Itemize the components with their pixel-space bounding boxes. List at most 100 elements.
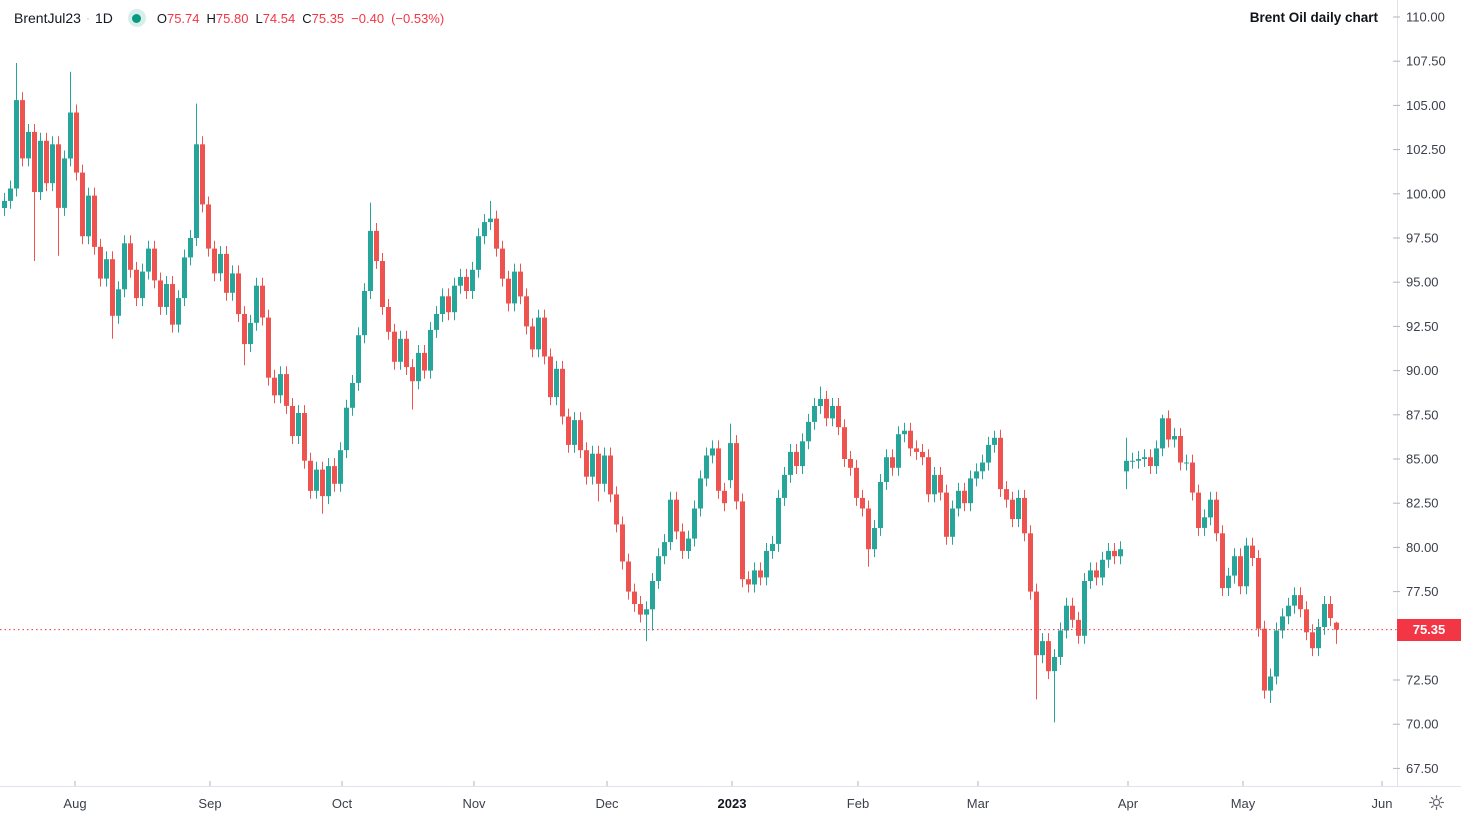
candle	[902, 422, 907, 443]
market-status-dot	[132, 13, 142, 23]
candle	[1088, 562, 1093, 589]
candle	[1328, 596, 1333, 627]
candle	[1058, 622, 1063, 665]
price-tick-label[interactable]: 85.00	[1406, 452, 1439, 467]
candle	[284, 366, 289, 414]
candle	[1268, 668, 1273, 703]
candle	[86, 187, 91, 245]
candle	[962, 482, 967, 512]
candle	[1028, 525, 1033, 600]
candle	[1304, 601, 1309, 641]
time-tick-label[interactable]: Nov	[462, 796, 486, 811]
candle	[1094, 562, 1099, 586]
candle	[908, 422, 913, 457]
candle	[116, 281, 121, 324]
time-tick-label[interactable]: Oct	[332, 796, 353, 811]
price-tick-label[interactable]: 102.50	[1406, 142, 1446, 157]
candle	[374, 223, 379, 269]
time-tick-label[interactable]: Mar	[967, 796, 990, 811]
time-tick-label[interactable]: Aug	[63, 796, 86, 811]
candle	[350, 375, 355, 416]
low-value: 74.54	[262, 10, 296, 26]
candle	[680, 523, 685, 559]
price-tick-label[interactable]: 105.00	[1406, 98, 1446, 113]
candle	[494, 210, 499, 257]
candle	[1262, 620, 1267, 699]
candle	[1124, 437, 1129, 490]
candle	[134, 261, 139, 307]
price-tick-label[interactable]: 67.50	[1406, 761, 1439, 776]
candle	[776, 489, 781, 552]
candle	[548, 348, 553, 406]
candle	[956, 482, 961, 517]
candle	[842, 419, 847, 467]
symbol-name[interactable]: BrentJul23	[14, 10, 81, 26]
candle	[656, 548, 661, 589]
price-tick-label[interactable]: 77.50	[1406, 584, 1439, 599]
price-tick-label[interactable]: 95.00	[1406, 275, 1439, 290]
candle	[320, 461, 325, 514]
candle	[638, 596, 643, 623]
candle	[950, 500, 955, 545]
candle	[782, 467, 787, 506]
candle	[572, 412, 577, 453]
candle	[1172, 428, 1177, 448]
candle	[698, 470, 703, 517]
price-tick-label[interactable]: 92.50	[1406, 319, 1439, 334]
price-tick-label[interactable]: 87.50	[1406, 407, 1439, 422]
interval-label[interactable]: 1D	[94, 10, 113, 26]
time-tick-label[interactable]: Apr	[1118, 796, 1139, 811]
candle	[518, 263, 523, 305]
price-tick-label[interactable]: 82.50	[1406, 496, 1439, 511]
candle	[1226, 567, 1231, 596]
chart-title: Brent Oil daily chart	[1249, 10, 1378, 25]
candle	[1334, 621, 1339, 644]
candle	[824, 390, 829, 427]
candle	[266, 309, 271, 386]
candle	[812, 398, 817, 430]
candle	[422, 345, 427, 379]
candle	[974, 463, 979, 487]
candle	[1046, 633, 1051, 680]
candle	[608, 447, 613, 503]
price-tick-label[interactable]: 90.00	[1406, 363, 1439, 378]
price-tick-label[interactable]: 80.00	[1406, 540, 1439, 555]
candle	[596, 445, 601, 502]
legend-separator: ·	[85, 11, 90, 25]
candle	[260, 277, 265, 326]
candle	[854, 459, 859, 506]
candle	[968, 470, 973, 512]
candle	[290, 398, 295, 444]
price-tick-label[interactable]: 100.00	[1406, 186, 1446, 201]
time-tick-label[interactable]: Sep	[198, 796, 221, 811]
market-status-icon[interactable]	[127, 9, 146, 27]
candle	[722, 482, 727, 512]
candle	[110, 251, 115, 339]
candle	[728, 423, 733, 489]
time-tick-label[interactable]: Feb	[847, 796, 869, 811]
candle	[404, 330, 409, 375]
time-tick-label[interactable]: Jun	[1372, 796, 1393, 811]
candle	[1166, 410, 1171, 448]
time-tick-label[interactable]: 2023	[718, 796, 747, 811]
candle	[332, 458, 337, 492]
settings-gear-icon[interactable]	[1428, 794, 1445, 811]
candle	[272, 369, 277, 404]
open-label: O	[156, 10, 167, 26]
time-tick-label[interactable]: May	[1231, 796, 1256, 811]
candle	[314, 461, 319, 499]
price-tick-label[interactable]: 97.50	[1406, 231, 1439, 246]
candle	[164, 276, 169, 315]
candle	[860, 489, 865, 517]
candle	[764, 543, 769, 586]
time-tick-label[interactable]: Dec	[595, 796, 619, 811]
candle	[308, 452, 313, 499]
price-tick-label[interactable]: 110.00	[1406, 10, 1445, 25]
candle	[578, 412, 583, 459]
price-tick-label[interactable]: 70.00	[1406, 717, 1439, 732]
candle	[1286, 597, 1291, 625]
price-tick-label[interactable]: 72.50	[1406, 673, 1439, 688]
price-tick-label[interactable]: 107.50	[1406, 54, 1446, 69]
candle	[1076, 611, 1081, 644]
